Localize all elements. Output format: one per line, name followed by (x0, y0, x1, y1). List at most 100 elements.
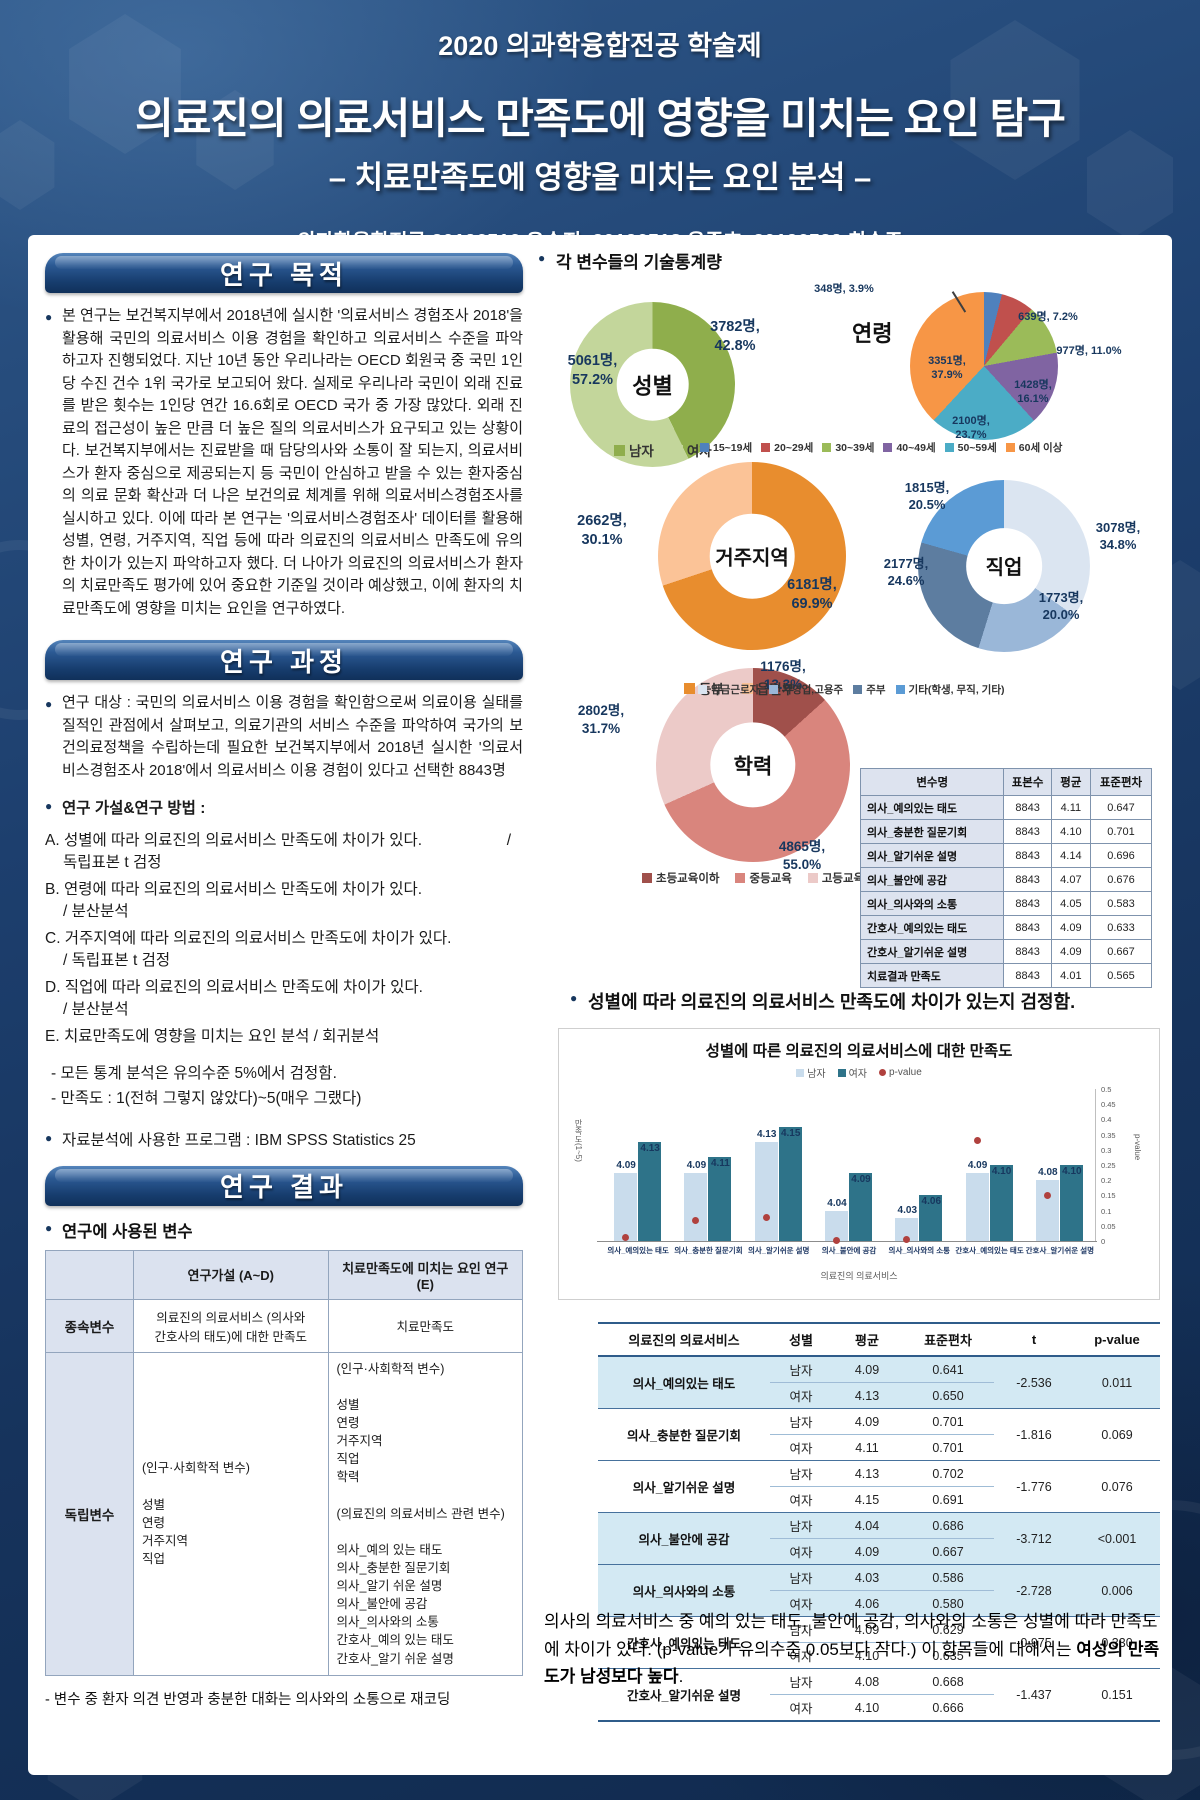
conclusion-bold: 여성의 만족도가 남성보다 높다 (544, 1639, 1160, 1687)
section-banner-results: 연구 결과 (45, 1165, 523, 1206)
legend-swatch (807, 873, 818, 883)
age-slice-label: 1428명, 16.1% (1014, 379, 1052, 406)
value-cell: 8843 (1003, 819, 1052, 844)
variable-name-cell: 의사_예의있는 태도 (598, 1356, 770, 1409)
bar-value-label: 4.11 (710, 1158, 730, 1170)
variable-name-cell: 의사_의사와의 소통 (598, 1564, 770, 1617)
y2-tick-label: 0.45 (1101, 1100, 1116, 1110)
value-cell: 8843 (1003, 963, 1052, 988)
gender-bar-chart: 성별에 따른 의료진의 의료서비스에 대한 만족도 남자 여자 p-value 0.5 0… (558, 1028, 1160, 1300)
value-cell: 8843 (1003, 915, 1052, 940)
value-cell: 4.09 (1050, 915, 1091, 940)
table-header-row: 변수명 표본수 평균 표준편차 (859, 768, 1153, 796)
variable-name-cell: 의사_충분한 질문기회 (598, 1408, 770, 1461)
value-cell: 4.10 (832, 1694, 902, 1722)
table-row: 의사_알기쉬운 설명 남자 4.13 0.702 -1.776 0.076 (598, 1460, 1160, 1513)
column-header: t (994, 1322, 1074, 1357)
value-cell: 8843 (1003, 891, 1052, 916)
pvalue-dot (833, 1237, 840, 1245)
bar-male (754, 1142, 778, 1241)
hexagon-decoration (950, 20, 1080, 180)
bar-value-label: 4.13 (756, 1129, 777, 1141)
value-cell: 0.151 (1074, 1668, 1160, 1722)
legend-label: p-value (889, 1067, 922, 1078)
table-row: 의사_충분한 질문기회 남자 4.09 0.701 -1.816 0.069 (598, 1408, 1160, 1461)
gender-chart-title: 성별 (632, 373, 673, 399)
legend-item: 고등교육 (807, 870, 864, 886)
value-cell: 0.650 (902, 1382, 994, 1409)
y2-tick-label: 0.15 (1101, 1191, 1116, 1201)
legend-label: 30~39세 (835, 442, 875, 454)
bullet-icon: ● (45, 1220, 53, 1235)
value-cell: 8843 (1003, 795, 1052, 820)
legend-swatch (700, 443, 709, 452)
value-cell: 여자 (789, 1650, 813, 1664)
y2-tick-label: 0.3 (1101, 1145, 1112, 1155)
legend-swatch (895, 685, 905, 694)
bar-female (849, 1172, 872, 1241)
pvalue-dot (903, 1235, 911, 1243)
legend-label: 남자 (807, 1069, 826, 1080)
descriptive-stats-table: 변수명 표본수 평균 표준편차 의사_예의있는 태도 8843 4.11 0.647 의사_충분… (859, 768, 1153, 988)
bar-value-label: 4.04 (827, 1197, 847, 1209)
legend-item: 15~19세 (700, 440, 752, 455)
legend-swatch (883, 443, 893, 452)
variable-name-cell: 의사_불안에 공감 (598, 1512, 770, 1565)
legend-swatch (769, 685, 779, 694)
value-cell: 4.08 (832, 1668, 902, 1695)
variables-table: 연구가설 (A~D) 치료만족도에 미치는 요인 연구 (E) 종속변수 의료진… (45, 1249, 523, 1676)
x-category-label: 의사_알기쉬운 설명 (747, 1246, 810, 1255)
value-cell: 4.14 (1050, 843, 1091, 868)
column-header: 평균 (1050, 768, 1091, 796)
value-cell: 여자 (789, 1494, 813, 1508)
value-cell: 4.10 (854, 1648, 880, 1663)
value-cell: 4.06 (832, 1590, 902, 1617)
value-cell: 4.09 (1050, 939, 1091, 964)
value-cell: 0.702 (902, 1460, 994, 1487)
bar-male (684, 1172, 708, 1241)
table-row: 여자 4.09 0.667 (598, 1538, 1160, 1565)
value-cell: 남자 (770, 1616, 832, 1643)
bar-male (614, 1172, 638, 1241)
hypothesis-item: D. 직업에 따라 의료진의 의료서비스 만족도에 차이가 있다. / 분산분석 (45, 977, 523, 1021)
value-cell: 여자 (770, 1694, 832, 1722)
value-cell: 0.580 (902, 1590, 994, 1617)
region-chart: 거주지역 (658, 462, 846, 650)
job-slice-label: 1815명, 20.5% (904, 480, 950, 512)
y2-tick-label: 0.5 (1101, 1085, 1112, 1094)
value-cell: -0.975 (994, 1616, 1074, 1669)
value-cell: -2.536 (994, 1356, 1074, 1409)
purpose-body: ● 본 연구는 보건복지부에서 2018년에 실시한 '의료서비스 경험조사 20… (45, 307, 523, 617)
bullet-icon: ● (45, 310, 53, 324)
y2-tick-label: 0.35 (1101, 1130, 1116, 1140)
content-panel: 연구 목적 ● 본 연구는 보건복지부에서 2018년에 실시한 '의료서비스 경… (28, 235, 1172, 1775)
y2-tick-label: 0.05 (1101, 1221, 1116, 1231)
variable-name-cell: 의사_충분한 질문기회 (859, 819, 1005, 844)
job-slice-label: 2177명, 24.6% (883, 556, 929, 588)
bar-value-label: 4.13 (640, 1143, 660, 1155)
y2-axis-label: p-value (1133, 1134, 1142, 1161)
legend-swatch (761, 443, 771, 452)
age-slice-label: 2100명, 23.7% (952, 415, 990, 442)
age-slice-label: 3351명, 37.9% (928, 355, 966, 382)
value-cell: 0.666 (902, 1694, 994, 1722)
table-row: 의사_예의있는 태도 남자 4.09 0.641 -2.536 0.011 (598, 1356, 1160, 1409)
independent-var-label: 독립변수 (45, 1351, 134, 1676)
legend-label: 60세 이상 (1018, 442, 1063, 454)
value-cell: -1.776 (994, 1460, 1074, 1513)
x-category-label: 간호사_알기쉬운 설명 (1025, 1246, 1095, 1255)
column-header: 변수명 (859, 768, 1005, 796)
bar-female (638, 1142, 662, 1241)
table-row: 의사_충분한 질문기회 8843 4.10 0.701 (859, 819, 1153, 844)
value-cell: 4.13 (832, 1460, 902, 1487)
bar-male (1035, 1180, 1059, 1241)
hypothesis-method: / 분산분석 (63, 903, 129, 920)
variable-name-cell: 의사_알기쉬운 설명 (859, 843, 1005, 868)
gender-chart: 성별 (570, 302, 735, 467)
legend-item: p-value (879, 1067, 922, 1078)
gender-slice-label: 3782명, 42.8% (710, 319, 760, 354)
x-axis-line (597, 1241, 1097, 1242)
value-cell: 4.15 (854, 1492, 880, 1507)
legend-label: 임금근로자 (711, 684, 760, 696)
independent-var-e: (인구·사회학적 변수) 성별 연령 거주지역 직업 학력 (의료진의 의료서비… (327, 1351, 523, 1676)
